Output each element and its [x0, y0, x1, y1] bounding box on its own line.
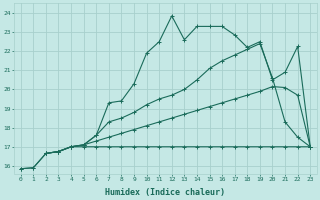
X-axis label: Humidex (Indice chaleur): Humidex (Indice chaleur): [106, 188, 226, 197]
